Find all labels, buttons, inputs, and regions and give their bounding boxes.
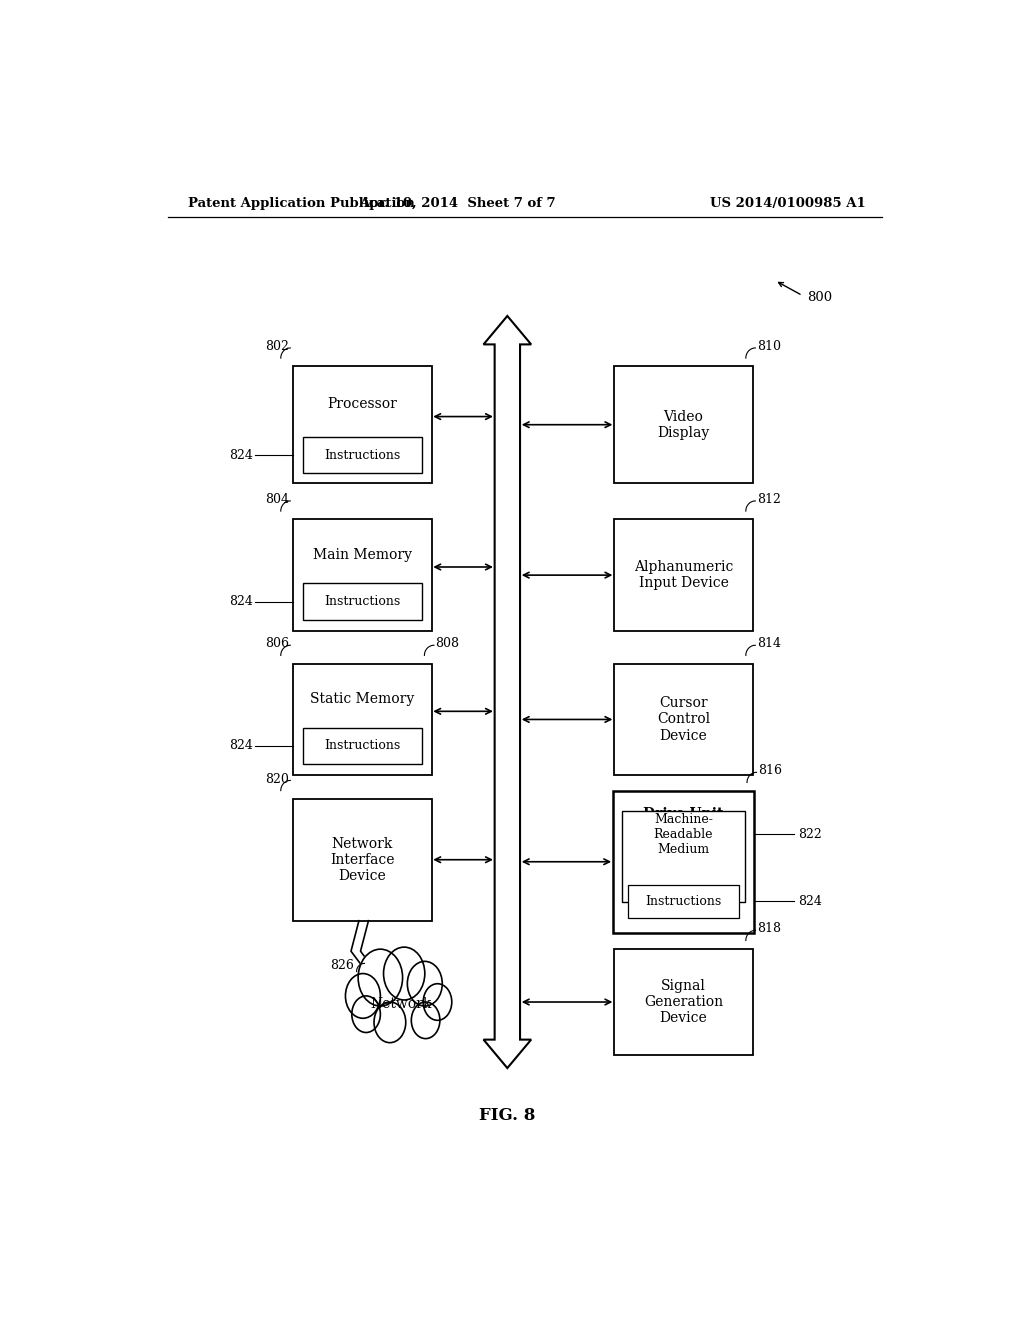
FancyBboxPatch shape bbox=[303, 437, 422, 474]
Text: Video
Display: Video Display bbox=[657, 409, 710, 440]
FancyBboxPatch shape bbox=[293, 664, 431, 775]
Text: Instructions: Instructions bbox=[324, 449, 400, 462]
FancyBboxPatch shape bbox=[614, 664, 753, 775]
Text: 824: 824 bbox=[229, 449, 253, 462]
Circle shape bbox=[352, 995, 380, 1032]
Circle shape bbox=[374, 1002, 406, 1043]
FancyBboxPatch shape bbox=[613, 791, 754, 933]
Text: 806: 806 bbox=[264, 638, 289, 651]
Text: 818: 818 bbox=[757, 923, 781, 936]
FancyBboxPatch shape bbox=[293, 799, 431, 921]
FancyBboxPatch shape bbox=[614, 519, 753, 631]
FancyBboxPatch shape bbox=[293, 366, 431, 483]
Text: Alphanumeric
Input Device: Alphanumeric Input Device bbox=[634, 560, 733, 590]
Circle shape bbox=[408, 961, 442, 1006]
Ellipse shape bbox=[360, 969, 435, 1031]
Circle shape bbox=[358, 949, 402, 1006]
Text: Patent Application Publication: Patent Application Publication bbox=[187, 197, 415, 210]
Text: 824: 824 bbox=[229, 739, 253, 752]
FancyBboxPatch shape bbox=[622, 810, 745, 903]
Text: Apr. 10, 2014  Sheet 7 of 7: Apr. 10, 2014 Sheet 7 of 7 bbox=[359, 197, 556, 210]
Circle shape bbox=[423, 983, 452, 1020]
FancyBboxPatch shape bbox=[293, 519, 431, 631]
Text: Instructions: Instructions bbox=[324, 595, 400, 609]
Text: Static Memory: Static Memory bbox=[310, 692, 415, 706]
Text: 810: 810 bbox=[757, 341, 781, 352]
FancyBboxPatch shape bbox=[614, 949, 753, 1056]
Text: Drive Unit: Drive Unit bbox=[643, 807, 724, 821]
Text: 820: 820 bbox=[265, 772, 289, 785]
Text: FIG. 8: FIG. 8 bbox=[479, 1107, 536, 1125]
Circle shape bbox=[345, 974, 380, 1018]
FancyBboxPatch shape bbox=[614, 366, 753, 483]
Text: 800: 800 bbox=[807, 292, 833, 304]
Text: Signal
Generation
Device: Signal Generation Device bbox=[644, 979, 723, 1026]
Text: 824: 824 bbox=[229, 595, 253, 609]
Text: 802: 802 bbox=[265, 341, 289, 352]
Text: 808: 808 bbox=[435, 638, 460, 651]
Text: Machine-
Readable
Medium: Machine- Readable Medium bbox=[653, 813, 714, 855]
Text: 824: 824 bbox=[798, 895, 821, 908]
Text: Network
Interface
Device: Network Interface Device bbox=[330, 837, 394, 883]
Text: Cursor
Control
Device: Cursor Control Device bbox=[657, 696, 710, 743]
Text: Network: Network bbox=[371, 997, 432, 1011]
FancyBboxPatch shape bbox=[303, 583, 422, 620]
Circle shape bbox=[384, 948, 425, 1001]
Text: 814: 814 bbox=[757, 638, 781, 651]
Polygon shape bbox=[483, 315, 531, 1068]
Text: 826: 826 bbox=[331, 958, 354, 972]
Text: Instructions: Instructions bbox=[324, 739, 400, 752]
Text: 816: 816 bbox=[758, 764, 782, 777]
Text: US 2014/0100985 A1: US 2014/0100985 A1 bbox=[711, 197, 866, 210]
Text: Main Memory: Main Memory bbox=[312, 548, 412, 562]
Text: 804: 804 bbox=[264, 492, 289, 506]
FancyBboxPatch shape bbox=[303, 727, 422, 764]
Text: 812: 812 bbox=[757, 492, 781, 506]
Text: Processor: Processor bbox=[328, 397, 397, 412]
Circle shape bbox=[412, 1002, 440, 1039]
Text: Instructions: Instructions bbox=[645, 895, 722, 908]
Text: 822: 822 bbox=[798, 828, 821, 841]
FancyBboxPatch shape bbox=[628, 886, 739, 917]
